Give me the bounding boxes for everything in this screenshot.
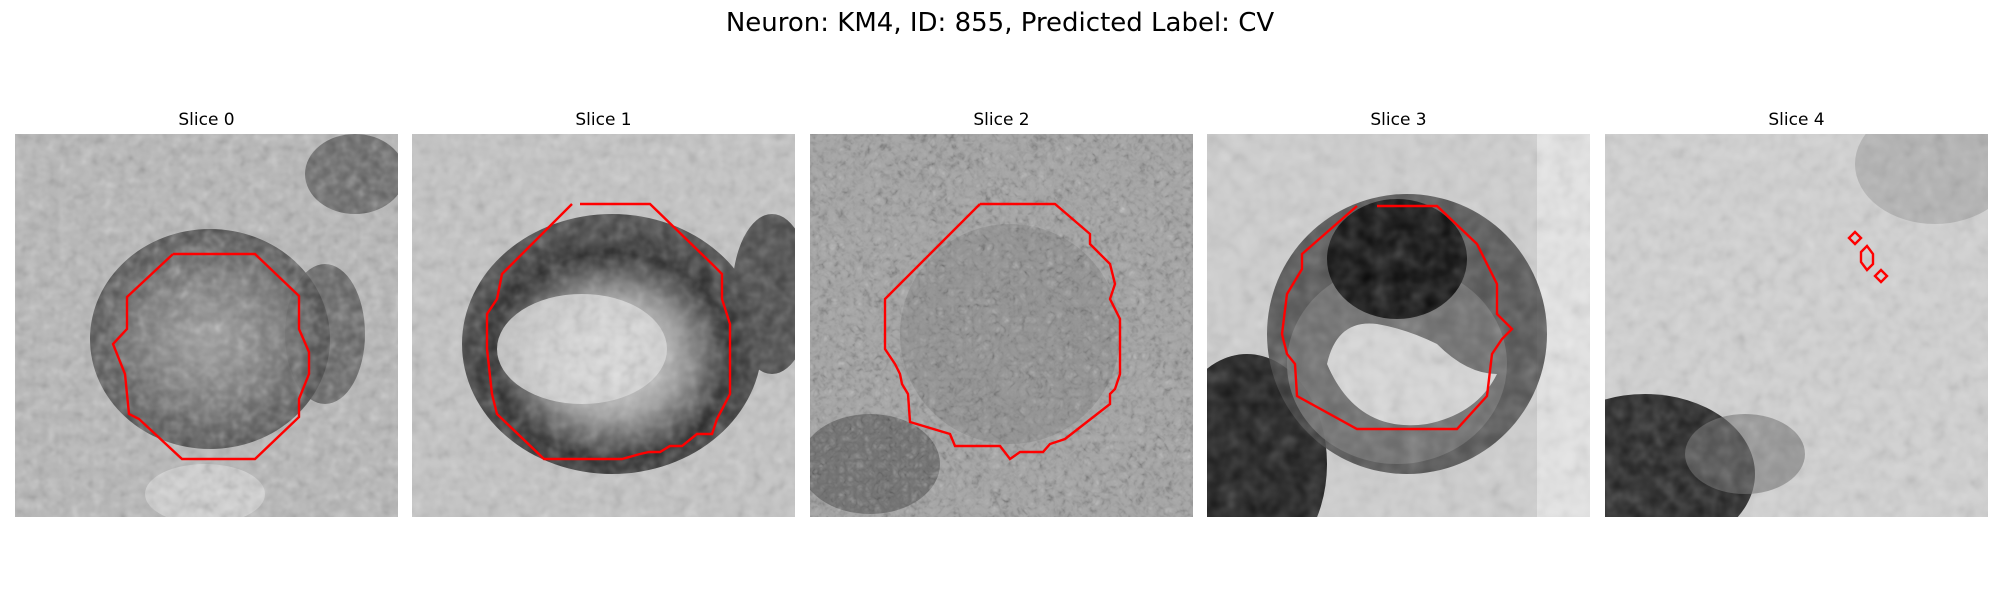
- slice-image-1: [412, 134, 795, 517]
- slice-title-3: Slice 3: [1370, 110, 1427, 130]
- slice-title-4: Slice 4: [1768, 110, 1825, 130]
- figure-title: Neuron: KM4, ID: 855, Predicted Label: C…: [725, 8, 1275, 38]
- slice-image-3: [1207, 134, 1590, 517]
- cell-contour-0: [111, 252, 311, 461]
- slice-image-2: [810, 134, 1193, 517]
- slice-panel-2: Slice 2: [810, 108, 1193, 517]
- slice-panel-1: Slice 1: [412, 108, 795, 517]
- slice-panel-3: Slice 3: [1207, 108, 1590, 517]
- slice-image-3-svg: [1207, 134, 1590, 517]
- slice-image-4-svg: [1605, 134, 1988, 517]
- slice-image-0: [15, 134, 398, 517]
- slice-panel-0: Slice 0: [15, 108, 398, 517]
- cell-contour-2: [883, 202, 1122, 461]
- slice-panel-4: Slice 4: [1605, 108, 1988, 517]
- slice-title-2: Slice 2: [973, 110, 1030, 130]
- slice-title-0: Slice 0: [178, 110, 235, 130]
- slice-image-0-svg: [15, 134, 398, 517]
- slice-image-4: [1605, 134, 1988, 517]
- cell-contour-1: [485, 202, 732, 461]
- slice-title-1: Slice 1: [575, 110, 632, 130]
- cell-contour-3: [1280, 204, 1514, 431]
- slice-image-2-svg: [810, 134, 1193, 517]
- slice-image-1-svg: [412, 134, 795, 517]
- cell-contour-4: [1847, 230, 1889, 284]
